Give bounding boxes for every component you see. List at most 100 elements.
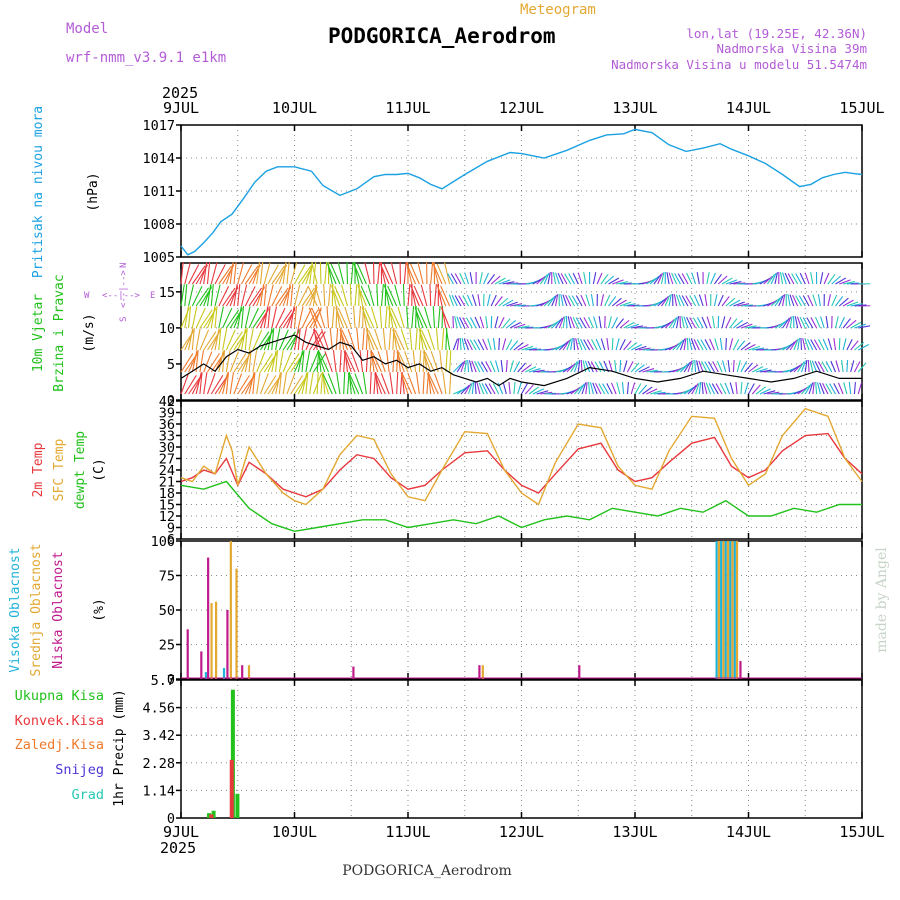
wind-arrow bbox=[822, 338, 829, 351]
wind-arrow bbox=[687, 384, 697, 395]
wind-arrow bbox=[383, 285, 394, 307]
coords-text: lon,lat (19.25E, 42.36N) bbox=[686, 26, 867, 41]
cloud-panel: 0 25 50 75 100 bbox=[151, 534, 863, 688]
y-tick-label: 0 bbox=[167, 393, 175, 409]
wind-arrow bbox=[513, 381, 516, 395]
wind-arrow bbox=[409, 328, 413, 351]
wind-arrow bbox=[600, 338, 606, 351]
wind-arrow bbox=[581, 382, 587, 395]
wind-arrow bbox=[671, 272, 678, 285]
wind-arrow bbox=[627, 323, 639, 329]
wind-arrow bbox=[275, 287, 289, 307]
wind-arrow bbox=[456, 338, 460, 351]
wind-arrow bbox=[464, 272, 470, 285]
wind-arrow bbox=[838, 337, 841, 351]
y-tick-label: 5 bbox=[167, 357, 175, 373]
wind-arrow bbox=[478, 382, 485, 395]
wind-arrow bbox=[729, 382, 734, 395]
bar-visoka-oblacnost bbox=[222, 667, 226, 679]
wind-arrow bbox=[787, 294, 791, 307]
bar-srednja-oblacnost bbox=[481, 665, 484, 679]
wind-arrow bbox=[321, 328, 330, 351]
wind-arrow bbox=[317, 351, 326, 373]
svg-text:E: E bbox=[150, 291, 155, 301]
wind-arrow bbox=[415, 372, 420, 395]
wind-arrow bbox=[460, 384, 470, 395]
wind-arrow bbox=[792, 294, 799, 307]
wind-arrow bbox=[517, 382, 522, 395]
wind-arrow bbox=[732, 359, 735, 373]
wind-arrow bbox=[547, 321, 559, 329]
wind-arrow bbox=[471, 360, 477, 373]
precip-panel: 0 1.14 2.28 3.42 4.56 5.7 bbox=[142, 673, 863, 827]
wind-arrow bbox=[744, 325, 757, 329]
y-tick-label: 0 bbox=[167, 811, 175, 827]
wind-arrow bbox=[706, 272, 710, 285]
wind-arrow bbox=[721, 296, 730, 307]
wind-arrow bbox=[572, 272, 579, 285]
wind-arrow bbox=[278, 309, 293, 329]
wind-arrow bbox=[517, 325, 530, 329]
wind-arrow bbox=[676, 364, 687, 373]
wind-arrow bbox=[293, 306, 298, 329]
wind-arrow bbox=[384, 306, 388, 329]
wind-arrow bbox=[596, 272, 603, 285]
wind-arrow bbox=[180, 262, 184, 285]
wind-arrow bbox=[857, 362, 867, 373]
wind-arrow bbox=[469, 339, 477, 351]
wind-arrow bbox=[494, 316, 499, 329]
wind-arrow bbox=[774, 295, 783, 307]
wind-arrow bbox=[305, 309, 319, 329]
wind-arrow bbox=[434, 373, 443, 395]
wind-arrow bbox=[841, 360, 844, 373]
wind-arrow bbox=[653, 299, 665, 307]
wind-arrow bbox=[301, 372, 308, 395]
wind-arrow bbox=[811, 360, 818, 373]
wind-arrow bbox=[436, 285, 447, 307]
wind-arrow bbox=[789, 339, 798, 351]
wind-arrow bbox=[672, 341, 682, 351]
wind-arrow bbox=[547, 272, 551, 285]
wind-arrow bbox=[406, 306, 409, 329]
y-tick-label: 1.14 bbox=[142, 783, 175, 799]
wind-arrow bbox=[799, 316, 806, 329]
wind-arrow bbox=[698, 294, 704, 307]
wind-arrow bbox=[407, 284, 411, 307]
wind-arrow bbox=[696, 272, 700, 285]
wind-arrow bbox=[437, 306, 441, 329]
wind-arrow bbox=[513, 323, 526, 329]
wind-arrow bbox=[733, 319, 743, 329]
wind-arrow bbox=[441, 328, 445, 351]
y-tick-label: 27 bbox=[159, 452, 175, 468]
wind-arrow bbox=[275, 328, 281, 351]
wind-arrow bbox=[590, 294, 594, 307]
wind-arrow bbox=[611, 337, 614, 351]
wind-arrow bbox=[309, 372, 314, 395]
top-time-label-4: 13JUL bbox=[612, 99, 657, 117]
wind-arrow bbox=[708, 361, 715, 373]
wind-arrow bbox=[830, 360, 837, 373]
wind-arrow bbox=[346, 261, 349, 285]
wind-arrow bbox=[681, 273, 689, 285]
wind-arrow bbox=[420, 329, 432, 351]
wind-arrow bbox=[709, 338, 715, 351]
wind-arrow bbox=[199, 309, 213, 329]
wind-arrow bbox=[324, 262, 328, 285]
wind-arrow bbox=[568, 295, 575, 307]
wind-arrow bbox=[580, 294, 587, 307]
bar-srednja-oblacnost bbox=[210, 603, 213, 679]
wind-arrow bbox=[275, 372, 281, 395]
frozen-precip-legend: Zaledj.Kisa bbox=[15, 737, 104, 753]
wind-arrow bbox=[717, 294, 724, 307]
wind-arrow bbox=[462, 295, 470, 307]
wind-arrow bbox=[271, 265, 285, 285]
wind-arrow bbox=[458, 295, 466, 307]
wind-arrow bbox=[335, 307, 345, 329]
wind-arrow bbox=[611, 297, 622, 307]
wind-arrow bbox=[814, 361, 821, 373]
y-tick-label: 15 bbox=[159, 285, 175, 301]
wind-arrow bbox=[683, 361, 692, 373]
wind-arrow bbox=[271, 328, 275, 351]
wind-arrow bbox=[560, 294, 564, 307]
wind-arrow bbox=[248, 350, 252, 373]
